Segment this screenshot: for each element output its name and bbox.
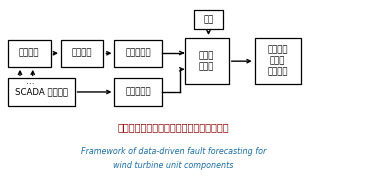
Text: 基于数据驱动的风电机组部件故障预测框架: 基于数据驱动的风电机组部件故障预测框架 [118, 122, 229, 132]
FancyBboxPatch shape [114, 40, 162, 67]
Text: SCADA 监测数据: SCADA 监测数据 [15, 87, 68, 96]
FancyBboxPatch shape [255, 38, 301, 84]
Text: 预测模型: 预测模型 [72, 49, 92, 58]
FancyBboxPatch shape [8, 40, 51, 67]
Text: 实际监测值: 实际监测值 [125, 87, 151, 96]
FancyBboxPatch shape [184, 38, 229, 84]
Text: 模型输入: 模型输入 [19, 49, 39, 58]
Text: 故障异常
情况和
故障时间: 故障异常 情况和 故障时间 [268, 46, 288, 77]
FancyBboxPatch shape [194, 10, 223, 29]
Text: 预测值输出: 预测值输出 [125, 49, 151, 58]
Text: ...: ... [26, 77, 35, 86]
FancyBboxPatch shape [61, 40, 103, 67]
FancyBboxPatch shape [114, 78, 162, 106]
Text: 阈值: 阈值 [203, 15, 214, 24]
Text: Framework of data-driven fault forecasting for
wind turbine unit components: Framework of data-driven fault forecasti… [81, 147, 266, 169]
Text: 残差趋
势分析: 残差趋 势分析 [199, 51, 214, 71]
FancyBboxPatch shape [8, 78, 75, 106]
